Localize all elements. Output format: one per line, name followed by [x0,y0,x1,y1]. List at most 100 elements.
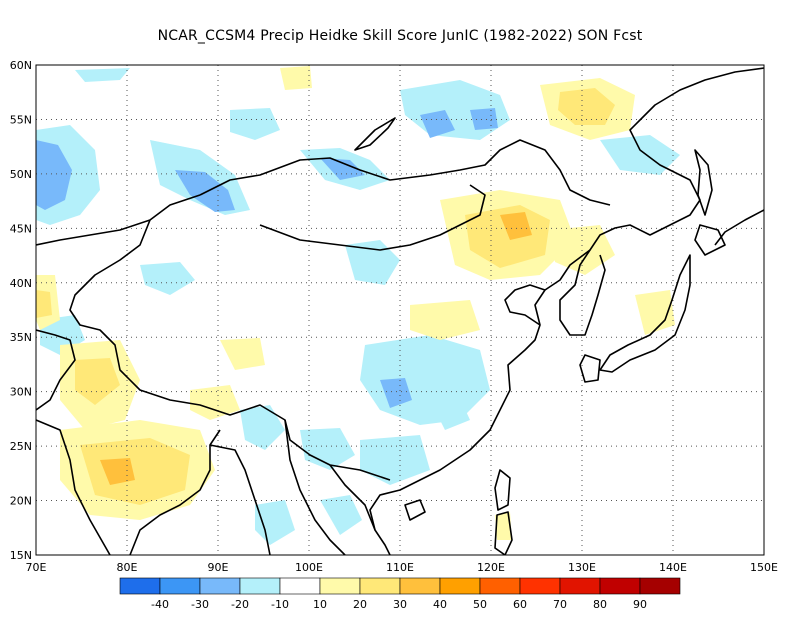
colorbar-label: -10 [271,598,289,611]
colorbar-swatch [199,577,241,595]
colorbar-label: 10 [313,598,327,611]
colorbar-label: -20 [231,598,249,611]
negative-skill-region [345,240,400,285]
lon-tick-label: 110E [386,561,414,574]
coastline-sakhalin [694,149,713,216]
colorbar-label: -30 [191,598,209,611]
coastline-japan-kyushu [579,354,601,383]
colorbar-labels: -40 -30 -20 -10 10 20 30 40 50 60 70 80 90 [151,598,647,611]
lat-tick-label: 45N [10,222,32,235]
colorbar-label: 80 [593,598,607,611]
colorbar-swatch [519,577,561,595]
coastline-korea [559,249,606,336]
lat-tick-label: 20N [10,495,32,508]
lat-tick-label: 15N [10,549,32,562]
coastline-hainan [404,499,426,521]
lat-tick-label: 55N [10,113,32,126]
colorbar-label: 60 [513,598,527,611]
lon-tick-label: 150E [750,561,778,574]
negative-skill-region [420,110,455,138]
border-china-west [69,219,391,481]
border-vietnam [329,464,376,531]
border-west [36,194,201,246]
skill-shading-layer [36,66,680,545]
negative-skill-region [470,108,498,130]
negative-skill-region [36,140,72,210]
colorbar-swatch [399,577,441,595]
border-pakistan [36,329,76,411]
coastlines [36,67,764,555]
negative-skill-region [230,108,280,140]
positive-skill-region [75,358,120,405]
lake-baikal [354,117,396,151]
colorbar-label: 70 [553,598,567,611]
border-north [199,139,611,206]
positive-skill-region [465,205,550,268]
positive-skill-region [635,290,675,335]
colorbar-swatch [639,577,681,595]
positive-skill-region [500,212,532,240]
colorbar-label: -40 [151,598,169,611]
colorbar-label: 90 [633,598,647,611]
positive-skill-region [410,300,480,340]
coastline-japan-hokkaido [694,224,726,256]
coastline-india [36,419,221,555]
border-mongolia [259,184,486,251]
colorbar-swatch [319,577,361,595]
colorbar-label: 50 [473,598,487,611]
colorbar-label: 40 [433,598,447,611]
lon-tick-label: 90E [208,561,229,574]
coastline-luzon [494,511,513,555]
plot-frame [35,64,765,556]
lon-tick-label: 80E [117,561,138,574]
positive-skill-region [190,385,240,420]
colorbar-swatch [479,577,521,595]
colorbar-swatch [239,577,281,595]
lat-tick-label: 25N [10,440,32,453]
map-title: NCAR_CCSM4 Precip Heidke Skill Score Jun… [157,28,643,44]
positive-skill-region [80,438,190,505]
positive-skill-region [280,66,312,90]
border-myanmar-thai [284,419,346,555]
negative-skill-region [430,398,470,430]
negative-skill-region [380,378,412,408]
colorbar-swatch [159,577,201,595]
negative-skill-region [240,405,285,450]
negative-skill-region [360,335,490,425]
negative-skill-region [300,428,355,470]
positive-skill-region [558,88,615,125]
graticule [36,65,764,555]
lon-tick-label: 130E [568,561,596,574]
latitude-ticks: 15N 20N 25N 30N 35N 40N 45N 50N 55N 60N [10,59,32,562]
colorbar-swatch [599,577,641,595]
positive-skill-region [36,290,52,318]
negative-skill-region [175,170,235,212]
lon-tick-label: 140E [659,561,687,574]
lat-tick-label: 60N [10,59,32,72]
lon-tick-label: 70E [26,561,47,574]
colorbar-swatch [559,577,601,595]
positive-skill-region [495,512,512,540]
coastline-japan-honshu [599,254,691,373]
positive-skill-region [100,458,135,485]
lat-tick-label: 30N [10,386,32,399]
negative-skill-region [360,435,430,485]
colorbar-label: 30 [393,598,407,611]
colorbar-swatch [119,577,161,595]
positive-skill-region [220,338,265,370]
negative-skill-region [140,262,195,295]
colorbar-swatch [439,577,481,595]
coastline-kamchatka [714,209,764,246]
negative-skill-region [320,495,362,535]
negative-skill-region [75,68,130,82]
lat-tick-label: 50N [10,168,32,181]
longitude-ticks: 70E 80E 90E 100E 110E 120E 130E 140E 150E [26,561,778,574]
coastline-myanmar [209,444,271,555]
negative-skill-region [255,500,295,545]
negative-skill-region [320,158,365,180]
coastline-east-asia [369,67,764,555]
colorbar-label: 20 [353,598,367,611]
colorbar-swatch [359,577,401,595]
colorbar-swatch [279,577,321,595]
